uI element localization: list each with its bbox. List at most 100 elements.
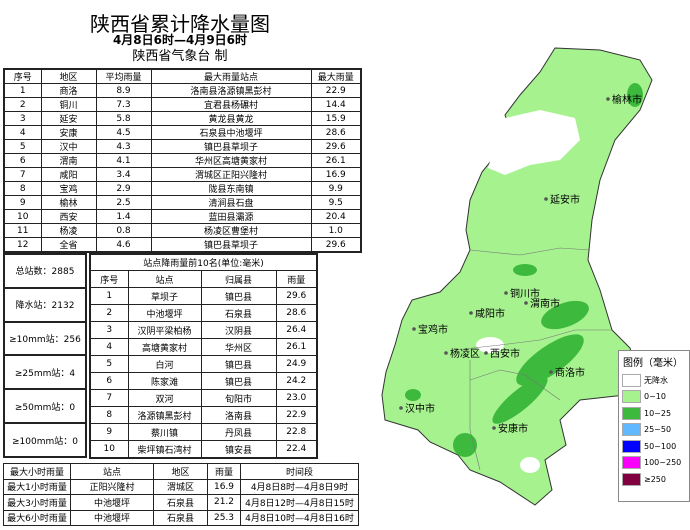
table-cell: 高塘黄家村 [127, 338, 202, 356]
table-cell: 丹凤县 [200, 423, 277, 441]
table-cell: 10 [3, 209, 42, 224]
table-cell: 26.1 [275, 338, 318, 356]
column-header: 雨量 [275, 270, 318, 288]
table-cell: 安康 [40, 125, 97, 140]
table-cell: 9 [89, 423, 129, 441]
table-cell: 3 [3, 111, 42, 126]
legend-label: 10~25 [644, 408, 672, 418]
table-cell: 5.8 [95, 111, 152, 126]
table-cell: 6 [3, 153, 42, 168]
table-cell: 中池堰坪 [70, 509, 154, 526]
table-cell: 渭城区 [153, 478, 208, 495]
legend-label: ≥250 [644, 474, 666, 484]
table-cell: 8 [3, 181, 42, 196]
table-cell: 清涧县石盘 [150, 195, 312, 210]
city-label: 西安市 [490, 347, 520, 360]
legend-swatch [622, 472, 641, 486]
column-header: 地区 [40, 68, 97, 84]
table-row: 10 西安 1.4 蓝田县灞源 20.4 [3, 209, 362, 224]
table-cell: 4月8日8时—4月8日9时 [240, 478, 359, 495]
table-cell: 26.4 [275, 321, 318, 339]
legend-item: ≥250 [619, 471, 689, 488]
table-cell: 最大1小时雨量 [3, 478, 71, 495]
table-cell: 陈家滩 [127, 372, 202, 390]
column-header: 序号 [89, 270, 129, 288]
city-dot [484, 351, 488, 355]
table-cell: 镇安县 [200, 440, 277, 459]
table-cell: 0.8 [95, 223, 152, 238]
table-row: 最大6小时雨量 中池堰坪 石泉县 25.3 4月8日10时—4月8日16时 [3, 509, 359, 526]
period: 4月8日6时—4月9日6时 [112, 33, 248, 47]
table-cell: 石泉县 [153, 494, 208, 511]
table-cell: 西安 [40, 209, 97, 224]
table-cell: 12 [3, 237, 42, 253]
table-cell: 16.9 [310, 167, 362, 182]
legend-swatch [622, 423, 641, 437]
table-cell: 4月8日10时—4月8日16时 [240, 509, 359, 526]
table-cell: 4 [89, 338, 129, 356]
table-cell: 洛南县洛源镇黑彭村 [150, 83, 312, 98]
city-label: 榆林市 [612, 93, 642, 106]
table-cell: 4 [3, 125, 42, 140]
legend-item: 25~50 [619, 422, 689, 439]
table-row: 7 咸阳 3.4 渭城区正阳兴隆村 16.9 [3, 167, 362, 182]
table-cell: 7 [3, 167, 42, 182]
table-cell: 镇巴县 [200, 355, 277, 373]
legend-label: 无降水 [644, 375, 668, 385]
table-cell: 白河 [127, 355, 202, 373]
stat-box: 降水站：2132 [5, 289, 85, 323]
city-label: 延安市 [550, 193, 580, 206]
table-cell: 榆林 [40, 195, 97, 210]
table-header: 序号 站点 归属县 雨量 [89, 270, 318, 288]
city-label: 安康市 [498, 422, 528, 435]
table-cell: 22.8 [275, 423, 318, 441]
table-cell: 洛南县 [200, 406, 277, 424]
table-cell: 29.6 [310, 139, 362, 154]
legend-item: 无降水 [619, 372, 689, 389]
table-cell: 7 [89, 389, 129, 407]
city-dot [504, 291, 508, 295]
table-cell: 旬阳市 [200, 389, 277, 407]
city-label: 汉中市 [405, 402, 435, 415]
table-cell: 25.3 [207, 509, 241, 526]
table-row: 6 陈家滩 镇巴县 24.2 [89, 372, 318, 390]
table-cell: 1.4 [95, 209, 152, 224]
table-row: 3 汉阴平梁柏杨 汉阴县 26.4 [89, 321, 318, 339]
column-header: 时间段 [240, 463, 359, 480]
table-cell: 3 [89, 321, 129, 339]
table-cell: 3.4 [95, 167, 152, 182]
table-cell: 24.2 [275, 372, 318, 390]
top10-table: 站点降雨量前10名(单位:毫米) 序号 站点 归属县 雨量 1 草坝子 镇巴县 29.6 2 中池… [89, 253, 319, 459]
column-header: 序号 [3, 68, 42, 84]
table-cell: 4.5 [95, 125, 152, 140]
table-cell: 石泉县中池堰坪 [150, 125, 312, 140]
table-cell: 华州区高塘黄家村 [150, 153, 312, 168]
table-cell: 杨凌 [40, 223, 97, 238]
table-cell: 28.6 [275, 304, 318, 322]
table-cell: 9.5 [310, 195, 362, 210]
table-cell: 9 [3, 195, 42, 210]
table-cell: 汉阴县 [200, 321, 277, 339]
region-table: 序号 地区 平均雨量 最大雨量站点 最大雨量 1 商洛 8.9 洛南县洛源镇黑彭村 22.9 2 铜川… [3, 68, 362, 253]
table-row: 12 全省 4.6 镇巴县草坝子 29.6 [3, 237, 362, 253]
table-cell: 2 [3, 97, 42, 112]
city-dot [606, 97, 610, 101]
table-cell: 22.4 [275, 440, 318, 459]
table-row: 2 中池堰坪 石泉县 28.6 [89, 304, 318, 322]
table-cell: 8.9 [95, 83, 152, 98]
legend-label: 25~50 [644, 425, 672, 435]
table-cell: 渭城区正阳兴隆村 [150, 167, 312, 182]
table-cell: 宝鸡 [40, 181, 97, 196]
table-cell: 20.4 [310, 209, 362, 224]
table-cell: 正阳兴隆村 [70, 478, 154, 495]
table-cell: 黄龙县黄龙 [150, 111, 312, 126]
table-cell: 23.0 [275, 389, 318, 407]
city-label: 杨凌区 [450, 347, 480, 360]
table-cell: 柴坪镇石湾村 [127, 440, 202, 459]
legend-swatch [622, 390, 641, 404]
table-cell: 4.3 [95, 139, 152, 154]
table-cell: 陇县东南镇 [150, 181, 312, 196]
table-cell: 21.2 [207, 494, 241, 511]
table-row: 11 杨凌 0.8 杨凌区曹堡村 1.0 [3, 223, 362, 238]
table-row: 6 渭南 4.1 华州区高塘黄家村 26.1 [3, 153, 362, 168]
